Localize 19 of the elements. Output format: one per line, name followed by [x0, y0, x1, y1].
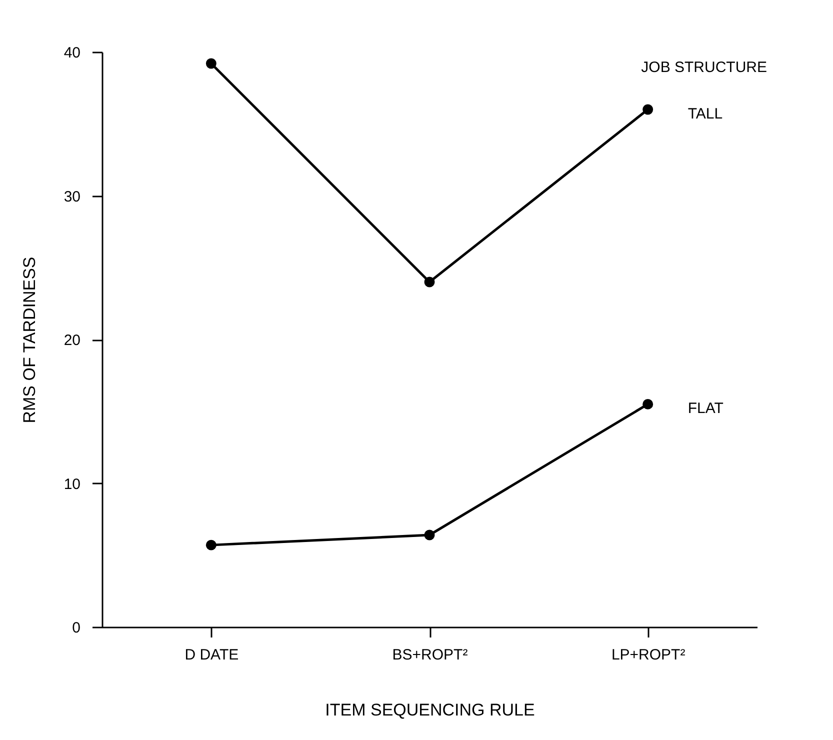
- x-tick-label: BS+ROPT²: [392, 646, 468, 664]
- y-tick-label: 10: [64, 476, 80, 493]
- point: [206, 540, 216, 550]
- point: [642, 104, 654, 115]
- x-tick-label: D DATE: [184, 646, 239, 664]
- y-tick-label: 30: [64, 188, 80, 206]
- point: [206, 58, 216, 69]
- y-axis-title: RMS OF TARDINESS: [20, 256, 39, 424]
- legend-title: JOB STRUCTURE: [641, 59, 767, 76]
- point: [424, 530, 435, 540]
- y-tick-label: 40: [64, 44, 80, 62]
- text: TALL: [688, 106, 723, 122]
- point: [642, 398, 654, 410]
- point: [424, 276, 435, 288]
- y-tick-label: 0: [72, 620, 80, 636]
- x-axis-title: ITEM SEQUENCING RULE: [325, 700, 535, 720]
- text: FLAT: [688, 400, 724, 418]
- y-tick-label: 20: [64, 332, 80, 349]
- x-tick-label: LP+ROPT²: [611, 646, 686, 664]
